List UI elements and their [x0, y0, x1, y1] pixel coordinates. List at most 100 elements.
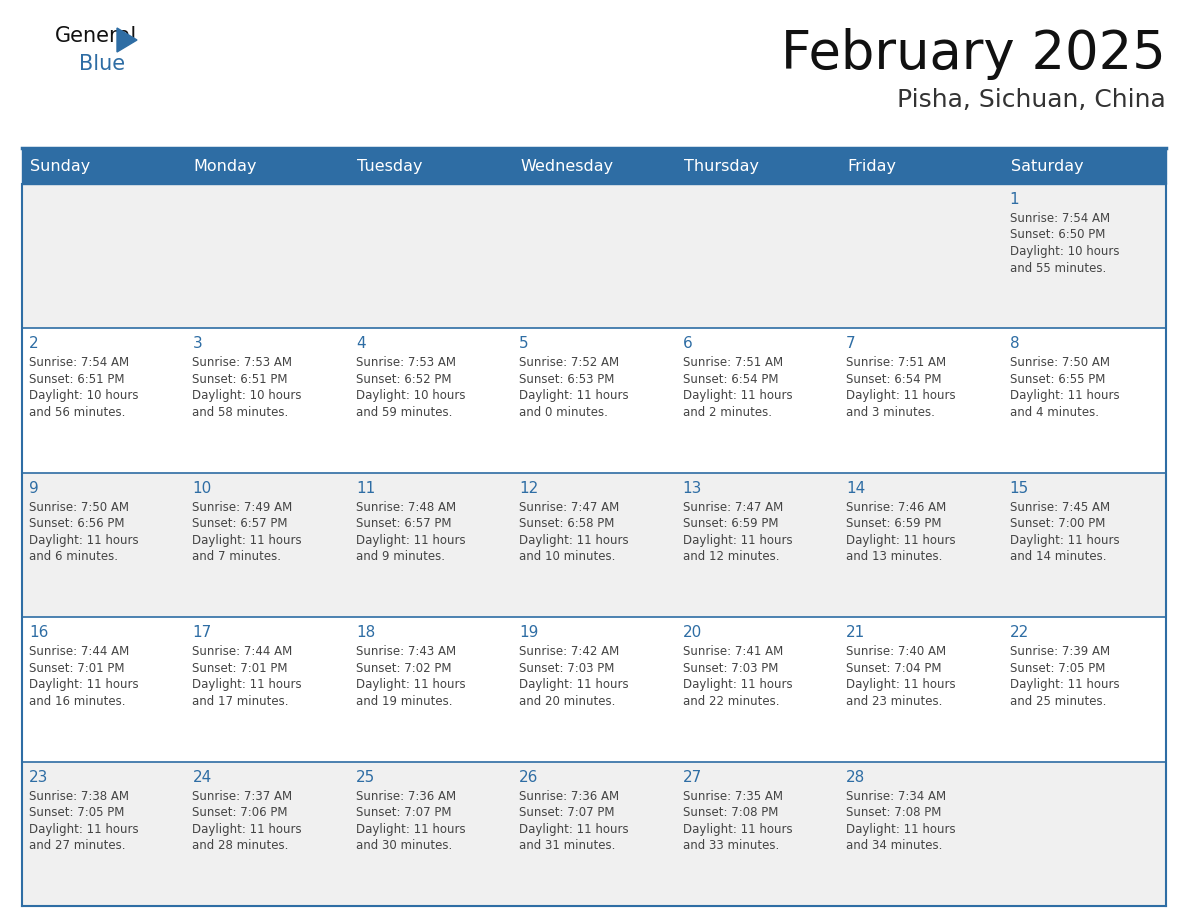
Text: and 12 minutes.: and 12 minutes.	[683, 550, 779, 564]
Text: Daylight: 11 hours: Daylight: 11 hours	[846, 389, 956, 402]
Text: Daylight: 11 hours: Daylight: 11 hours	[846, 533, 956, 547]
Text: Sunrise: 7:50 AM: Sunrise: 7:50 AM	[29, 501, 129, 514]
Text: and 2 minutes.: and 2 minutes.	[683, 406, 772, 419]
Text: Daylight: 11 hours: Daylight: 11 hours	[192, 533, 302, 547]
Text: and 14 minutes.: and 14 minutes.	[1010, 550, 1106, 564]
Text: Sunrise: 7:47 AM: Sunrise: 7:47 AM	[519, 501, 619, 514]
Text: Sunset: 7:04 PM: Sunset: 7:04 PM	[846, 662, 942, 675]
Text: 1: 1	[1010, 192, 1019, 207]
Text: Daylight: 10 hours: Daylight: 10 hours	[29, 389, 139, 402]
Text: Monday: Monday	[194, 159, 257, 174]
Text: Sunrise: 7:53 AM: Sunrise: 7:53 AM	[356, 356, 456, 369]
Text: Tuesday: Tuesday	[356, 159, 423, 174]
Text: and 13 minutes.: and 13 minutes.	[846, 550, 942, 564]
Text: Sunset: 6:56 PM: Sunset: 6:56 PM	[29, 518, 125, 531]
Text: Daylight: 11 hours: Daylight: 11 hours	[519, 678, 628, 691]
Text: Sunset: 7:01 PM: Sunset: 7:01 PM	[29, 662, 125, 675]
Text: 27: 27	[683, 769, 702, 785]
Text: Sunset: 7:05 PM: Sunset: 7:05 PM	[1010, 662, 1105, 675]
Bar	[23, 617, 1165, 762]
Text: Daylight: 11 hours: Daylight: 11 hours	[519, 533, 628, 547]
Text: Sunrise: 7:37 AM: Sunrise: 7:37 AM	[192, 789, 292, 802]
Text: Daylight: 10 hours: Daylight: 10 hours	[192, 389, 302, 402]
Text: Sunset: 6:59 PM: Sunset: 6:59 PM	[683, 518, 778, 531]
Text: 2: 2	[29, 336, 39, 352]
Text: and 30 minutes.: and 30 minutes.	[356, 839, 453, 852]
Text: Thursday: Thursday	[684, 159, 759, 174]
Text: Sunrise: 7:34 AM: Sunrise: 7:34 AM	[846, 789, 947, 802]
Text: Sunrise: 7:51 AM: Sunrise: 7:51 AM	[846, 356, 947, 369]
Text: Sunset: 6:55 PM: Sunset: 6:55 PM	[1010, 373, 1105, 386]
Text: 21: 21	[846, 625, 865, 640]
Text: Daylight: 11 hours: Daylight: 11 hours	[683, 533, 792, 547]
Text: Daylight: 11 hours: Daylight: 11 hours	[356, 533, 466, 547]
Text: Sunrise: 7:42 AM: Sunrise: 7:42 AM	[519, 645, 619, 658]
Text: Daylight: 11 hours: Daylight: 11 hours	[29, 678, 139, 691]
Text: 10: 10	[192, 481, 211, 496]
Text: 9: 9	[29, 481, 39, 496]
Text: and 17 minutes.: and 17 minutes.	[192, 695, 289, 708]
Text: and 22 minutes.: and 22 minutes.	[683, 695, 779, 708]
Text: Sunset: 6:59 PM: Sunset: 6:59 PM	[846, 518, 942, 531]
Text: and 6 minutes.: and 6 minutes.	[29, 550, 118, 564]
Text: and 7 minutes.: and 7 minutes.	[192, 550, 282, 564]
Text: Sunrise: 7:51 AM: Sunrise: 7:51 AM	[683, 356, 783, 369]
Text: 24: 24	[192, 769, 211, 785]
Text: 16: 16	[29, 625, 49, 640]
Text: 20: 20	[683, 625, 702, 640]
Bar	[23, 184, 1165, 329]
Text: Sunrise: 7:35 AM: Sunrise: 7:35 AM	[683, 789, 783, 802]
Text: 8: 8	[1010, 336, 1019, 352]
Text: 15: 15	[1010, 481, 1029, 496]
Bar	[23, 473, 1165, 617]
Text: Sunrise: 7:52 AM: Sunrise: 7:52 AM	[519, 356, 619, 369]
Text: Sunset: 7:05 PM: Sunset: 7:05 PM	[29, 806, 125, 819]
Text: Sunset: 6:52 PM: Sunset: 6:52 PM	[356, 373, 451, 386]
Text: and 28 minutes.: and 28 minutes.	[192, 839, 289, 852]
Text: Saturday: Saturday	[1011, 159, 1083, 174]
Text: 5: 5	[519, 336, 529, 352]
Text: Sunset: 6:54 PM: Sunset: 6:54 PM	[683, 373, 778, 386]
Text: Sunset: 6:51 PM: Sunset: 6:51 PM	[29, 373, 125, 386]
Text: Sunset: 7:01 PM: Sunset: 7:01 PM	[192, 662, 287, 675]
Text: Friday: Friday	[847, 159, 896, 174]
Text: and 9 minutes.: and 9 minutes.	[356, 550, 444, 564]
Text: Sunrise: 7:36 AM: Sunrise: 7:36 AM	[356, 789, 456, 802]
Text: Daylight: 11 hours: Daylight: 11 hours	[683, 823, 792, 835]
Text: Daylight: 11 hours: Daylight: 11 hours	[1010, 533, 1119, 547]
Text: Sunrise: 7:44 AM: Sunrise: 7:44 AM	[29, 645, 129, 658]
Text: 6: 6	[683, 336, 693, 352]
Text: Daylight: 10 hours: Daylight: 10 hours	[1010, 245, 1119, 258]
Text: Sunrise: 7:48 AM: Sunrise: 7:48 AM	[356, 501, 456, 514]
Text: and 3 minutes.: and 3 minutes.	[846, 406, 935, 419]
Text: Daylight: 11 hours: Daylight: 11 hours	[519, 389, 628, 402]
Text: Pisha, Sichuan, China: Pisha, Sichuan, China	[897, 88, 1165, 112]
Text: 23: 23	[29, 769, 49, 785]
Text: Daylight: 11 hours: Daylight: 11 hours	[1010, 678, 1119, 691]
Text: and 23 minutes.: and 23 minutes.	[846, 695, 942, 708]
Text: Sunset: 6:50 PM: Sunset: 6:50 PM	[1010, 229, 1105, 241]
Text: and 27 minutes.: and 27 minutes.	[29, 839, 126, 852]
Text: Daylight: 11 hours: Daylight: 11 hours	[29, 533, 139, 547]
Text: and 56 minutes.: and 56 minutes.	[29, 406, 126, 419]
Text: Sunset: 7:02 PM: Sunset: 7:02 PM	[356, 662, 451, 675]
Text: Sunrise: 7:50 AM: Sunrise: 7:50 AM	[1010, 356, 1110, 369]
Text: Sunrise: 7:41 AM: Sunrise: 7:41 AM	[683, 645, 783, 658]
Text: 17: 17	[192, 625, 211, 640]
Polygon shape	[116, 28, 137, 52]
Text: 18: 18	[356, 625, 375, 640]
Text: 25: 25	[356, 769, 375, 785]
Text: Sunrise: 7:54 AM: Sunrise: 7:54 AM	[1010, 212, 1110, 225]
Text: Sunset: 7:03 PM: Sunset: 7:03 PM	[519, 662, 614, 675]
Text: Daylight: 11 hours: Daylight: 11 hours	[683, 389, 792, 402]
Text: Sunset: 6:51 PM: Sunset: 6:51 PM	[192, 373, 287, 386]
Text: and 34 minutes.: and 34 minutes.	[846, 839, 942, 852]
Text: Sunset: 6:57 PM: Sunset: 6:57 PM	[356, 518, 451, 531]
Text: General: General	[55, 26, 138, 46]
Text: and 19 minutes.: and 19 minutes.	[356, 695, 453, 708]
Text: Sunset: 7:07 PM: Sunset: 7:07 PM	[519, 806, 614, 819]
Text: Daylight: 11 hours: Daylight: 11 hours	[519, 823, 628, 835]
Text: 11: 11	[356, 481, 375, 496]
Text: Daylight: 11 hours: Daylight: 11 hours	[846, 823, 956, 835]
Text: Wednesday: Wednesday	[520, 159, 613, 174]
